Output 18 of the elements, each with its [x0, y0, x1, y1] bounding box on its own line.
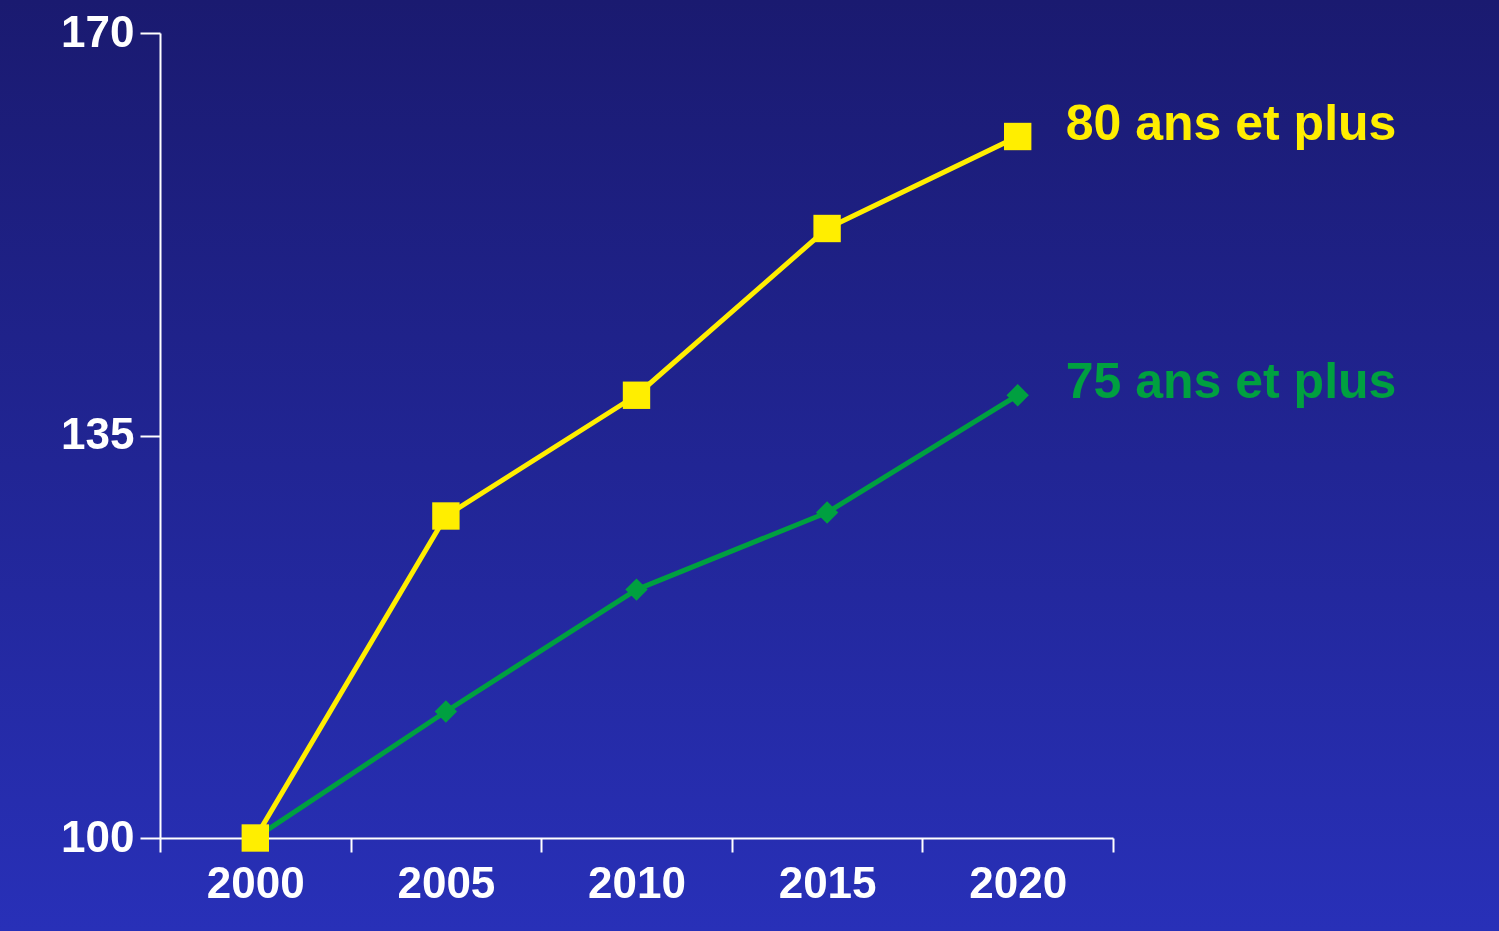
- point: [625, 578, 648, 601]
- x-tick-label: 2000: [206, 857, 305, 907]
- x-tick-label: 2005: [397, 857, 496, 907]
- y-tick-label: 135: [61, 409, 135, 458]
- point: [434, 700, 458, 723]
- x-tick-label: 2015: [778, 857, 877, 907]
- point: [622, 381, 651, 409]
- point: [1004, 122, 1032, 151]
- series-label: 75 ans et plus: [1065, 353, 1397, 410]
- point: [815, 501, 839, 524]
- y-tick-label: 170: [61, 6, 135, 56]
- point: [813, 214, 841, 243]
- point: [1006, 384, 1029, 407]
- point: [432, 502, 460, 530]
- x-tick-label: 2010: [588, 857, 686, 907]
- y-tick-label: 100: [61, 811, 135, 861]
- x-tick-label: 2020: [969, 857, 1068, 907]
- series-label: 80 ans et plus: [1065, 94, 1397, 151]
